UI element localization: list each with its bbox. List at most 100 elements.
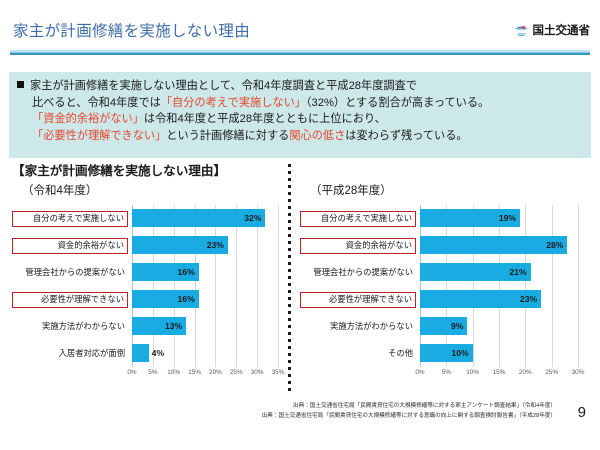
bar-value-label: 16% bbox=[177, 294, 195, 304]
bar-category-label: 入居者対応が面倒 bbox=[58, 348, 125, 358]
summary-run: （32%）とする割合が高まっている。 bbox=[305, 96, 490, 109]
bar-category-label: 実施方法がわからない bbox=[330, 321, 413, 331]
chart-panel-heisei28: （平成28年度） 自分の考えで実施しない 19% 資金的余裕がない 28% 管理会社から… bbox=[300, 182, 590, 387]
ministry-name: 国土交通省 bbox=[532, 25, 591, 37]
axis-tick-label: 25% bbox=[229, 369, 243, 376]
bar-row: 管理会社からの提案がない 16% bbox=[12, 259, 284, 286]
charts-area: 【家主が計画修繕を実施しない理由】 （令和4年度） 自分の考えで実施しない 32%… bbox=[0, 160, 600, 400]
summary-line: 家主が計画修繕を実施しない理由として、令和4年度調査と平成28年度調査で bbox=[17, 78, 583, 95]
bar-container: 28% bbox=[420, 236, 568, 254]
bar: 32% bbox=[132, 209, 266, 227]
chart-title-left: （令和4年度） bbox=[22, 185, 98, 197]
summary-line: 「資金的余裕がない」は令和4年度と平成28年度とともに上位におり、 bbox=[17, 111, 583, 128]
bar-value-label: 16% bbox=[177, 267, 195, 277]
bar-container: 23% bbox=[132, 236, 228, 254]
header-divider bbox=[10, 50, 590, 55]
bar-row: 管理会社からの提案がない 21% bbox=[300, 259, 590, 286]
source-citations: 出典：国土交通省住宅局「民間賃貸住宅の大規模修繕等に対する家主アンケート調査結果… bbox=[262, 402, 556, 421]
bar-container: 13% bbox=[132, 317, 187, 335]
bar-category-label: 実施方法がわからない bbox=[42, 321, 125, 331]
bar-row: 資金的余裕がない 28% bbox=[300, 232, 590, 259]
bar-value-label: 13% bbox=[165, 321, 183, 331]
summary-line: 比べると、令和4年度では「自分の考えで実施しない」（32%）とする割合が高まって… bbox=[17, 95, 583, 112]
bar: 4% bbox=[132, 344, 164, 362]
slide-header: 家主が計画修繕を実施しない理由 国土交通省 bbox=[0, 0, 600, 55]
bar-category-label: その他 bbox=[388, 348, 413, 358]
chart-x-axis: 0% 5% 10% 15% 20% 25% 30% 35% bbox=[12, 367, 284, 383]
axis-tick-label: 5% bbox=[148, 369, 158, 376]
bar-row: 入居者対応が面倒 4% bbox=[12, 340, 284, 367]
bar: 28% bbox=[420, 236, 568, 254]
bar-value-label: 23% bbox=[206, 240, 224, 250]
bar-row: 資金的余裕がない 23% bbox=[12, 232, 284, 259]
bar-container: 16% bbox=[132, 263, 199, 281]
bar-container: 19% bbox=[420, 209, 521, 227]
bar-value-label: 19% bbox=[498, 213, 517, 223]
panel-divider bbox=[288, 164, 291, 392]
bar-container: 23% bbox=[420, 290, 542, 308]
ministry-logo: 国土交通省 bbox=[514, 22, 591, 38]
bar-chart-heisei28: 自分の考えで実施しない 19% 資金的余裕がない 28% 管理会社からの提案がない 21%… bbox=[300, 205, 590, 387]
chart-panel-reiwa4: （令和4年度） 自分の考えで実施しない 32% 資金的余裕がない 23% 管理会社からの… bbox=[12, 182, 284, 387]
axis-tick-label: 20% bbox=[209, 369, 222, 376]
bar-chart-reiwa4: 自分の考えで実施しない 32% 資金的余裕がない 23% 管理会社からの提案がない 16%… bbox=[12, 205, 284, 387]
summary-line: 「必要性が理解できない」という計画修繕に対する関心の低さは変わらず残っている。 bbox=[17, 128, 583, 145]
bar: 23% bbox=[420, 290, 542, 308]
bar-category-label: 自分の考えで実施しない bbox=[12, 210, 128, 227]
bar-value-label: 4% bbox=[151, 348, 165, 358]
bar-row: 自分の考えで実施しない 32% bbox=[12, 205, 284, 232]
bar-value-label: 10% bbox=[451, 348, 469, 358]
bar: 16% bbox=[132, 263, 199, 281]
axis-tick-label: 15% bbox=[188, 369, 201, 376]
page-title: 家主が計画修繕を実施しない理由 bbox=[13, 23, 251, 40]
bar-value-label: 9% bbox=[450, 321, 464, 331]
bar-category-label: 必要性が理解できない bbox=[300, 291, 416, 308]
source-line: 出典：国土交通省住宅局「民間賃貸住宅の大規模修繕等に対する意識の向上に関する調査… bbox=[261, 412, 556, 419]
axis-tick-label: 30% bbox=[250, 369, 264, 376]
bar-category-label: 自分の考えで実施しない bbox=[300, 210, 416, 227]
bar: 16% bbox=[132, 290, 199, 308]
axis-tick-label: 5% bbox=[441, 369, 451, 376]
bar: 9% bbox=[420, 317, 468, 335]
bar-row: その他 10% bbox=[300, 340, 590, 367]
chart-plot-area: 自分の考えで実施しない 32% 資金的余裕がない 23% 管理会社からの提案がない 16%… bbox=[12, 205, 284, 367]
chart-plot-area: 自分の考えで実施しない 19% 資金的余裕がない 28% 管理会社からの提案がない 21%… bbox=[300, 205, 590, 367]
axis-tick-label: 25% bbox=[545, 369, 559, 376]
bar: 23% bbox=[132, 236, 228, 254]
summary-highlight: 関心の低さ bbox=[289, 129, 346, 142]
bar-category-label: 必要性が理解できない bbox=[12, 291, 128, 308]
source-line: 出典：国土交通省住宅局「民間賃貸住宅の大規模修繕等に対する家主アンケート調査結果… bbox=[293, 403, 556, 409]
bar-container: 9% bbox=[420, 317, 468, 335]
bullet-square-icon bbox=[17, 81, 24, 88]
summary-run: は変わらず残っている。 bbox=[345, 129, 468, 142]
bar-category-label: 資金的余裕がない bbox=[300, 237, 416, 254]
axis-tick-label: 10% bbox=[466, 369, 480, 376]
bar-row: 自分の考えで実施しない 19% bbox=[300, 205, 590, 232]
axis-tick-label: 0% bbox=[127, 369, 137, 376]
bar-container: 16% bbox=[132, 290, 199, 308]
summary-text: 家主が計画修繕を実施しない理由として、令和4年度調査と平成28年度調査で 比べると… bbox=[17, 78, 583, 144]
bar: 13% bbox=[132, 317, 187, 335]
axis-tick-label: 30% bbox=[571, 369, 585, 376]
axis-tick-label: 35% bbox=[271, 369, 285, 376]
bar-category-label: 資金的余裕がない bbox=[12, 237, 128, 254]
bar: 21% bbox=[420, 263, 531, 281]
bar-value-label: 32% bbox=[244, 213, 262, 223]
summary-box: 家主が計画修繕を実施しない理由として、令和4年度調査と平成28年度調査で 比べると… bbox=[9, 72, 591, 158]
bar-container: 10% bbox=[420, 344, 473, 362]
summary-highlight: 「必要性が理解できない」 bbox=[32, 129, 167, 142]
bar-row: 実施方法がわからない 13% bbox=[12, 313, 284, 340]
bar-row: 必要性が理解できない 16% bbox=[12, 286, 284, 313]
summary-run: という計画修繕に対する bbox=[166, 129, 290, 142]
bar-category-label: 管理会社からの提案がない bbox=[25, 267, 125, 277]
mlit-logo-icon bbox=[514, 23, 529, 38]
bar: 10% bbox=[420, 344, 473, 362]
bar-category-label: 管理会社からの提案がない bbox=[313, 267, 413, 277]
bar-value-label: 28% bbox=[546, 240, 564, 250]
summary-run: は令和4年度と平成28年度とともに上位におり、 bbox=[143, 113, 386, 126]
section-heading: 【家主が計画修繕を実施しない理由】 bbox=[12, 164, 227, 178]
bar-container: 32% bbox=[132, 209, 266, 227]
axis-tick-label: 20% bbox=[518, 369, 532, 376]
bar-value-label: 21% bbox=[509, 267, 527, 277]
bar-value-label: 23% bbox=[519, 294, 538, 304]
